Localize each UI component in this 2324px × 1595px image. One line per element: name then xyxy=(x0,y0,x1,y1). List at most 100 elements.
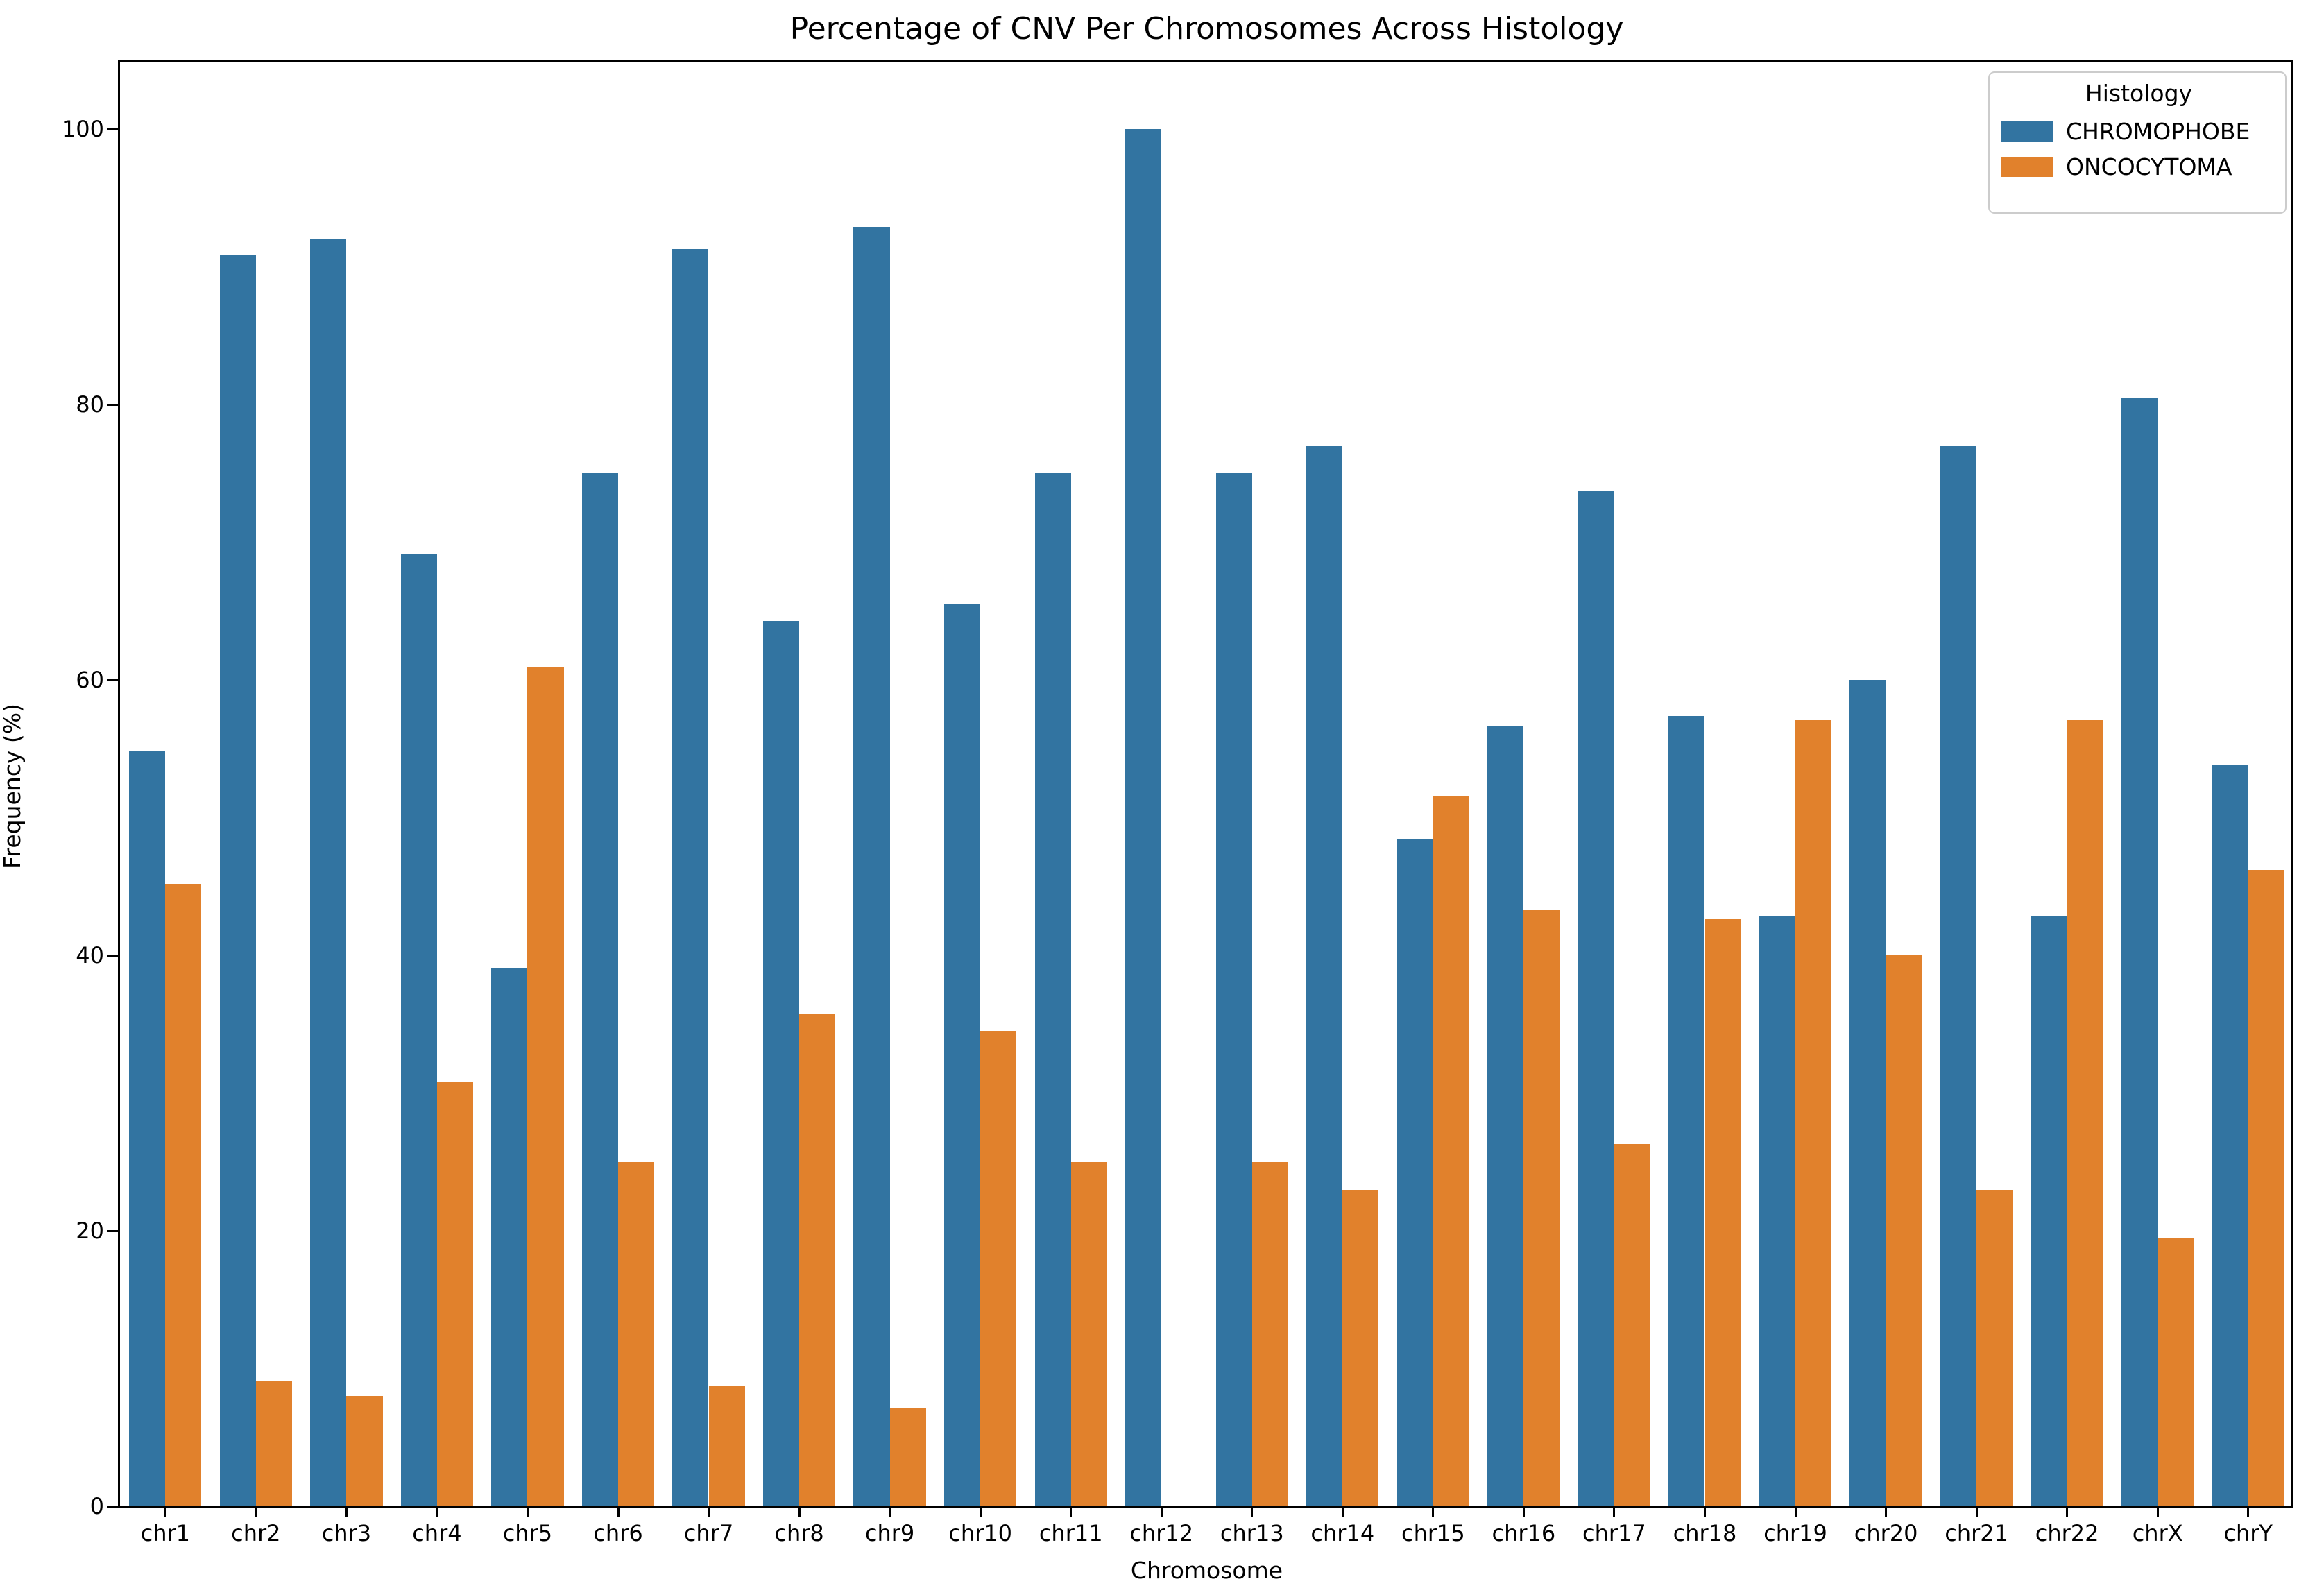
bar-chromophobe-chr8 xyxy=(762,621,799,1506)
bar-chromophobe-chr4 xyxy=(400,554,437,1506)
bar-chromophobe-chr14 xyxy=(1306,446,1343,1506)
left-spine xyxy=(118,60,120,1508)
bar-chromophobe-chr20 xyxy=(1849,680,1886,1506)
y-tick-mark xyxy=(107,679,118,682)
x-tick-mark xyxy=(1794,1506,1797,1517)
x-tick-mark xyxy=(979,1506,982,1517)
bar-oncocytoma-chrX xyxy=(2158,1238,2194,1506)
x-tick-mark xyxy=(1341,1506,1344,1517)
x-tick-label-chr6: chr6 xyxy=(593,1520,643,1546)
x-tick-mark xyxy=(1885,1506,1888,1517)
bar-chromophobe-chr15 xyxy=(1396,839,1433,1506)
x-tick-mark xyxy=(1613,1506,1616,1517)
right-spine xyxy=(2291,60,2293,1508)
bar-chromophobe-chr5 xyxy=(491,968,528,1506)
bar-chromophobe-chr19 xyxy=(1759,916,1795,1506)
x-tick-label-chr14: chr14 xyxy=(1310,1520,1375,1546)
x-tick-mark xyxy=(1975,1506,1978,1517)
bar-oncocytoma-chr22 xyxy=(2067,720,2103,1506)
y-tick-label: 0 xyxy=(89,1493,104,1519)
x-tick-label-chr3: chr3 xyxy=(321,1520,372,1546)
chart-title: Percentage of CNV Per Chromosomes Across… xyxy=(789,11,1624,46)
top-spine xyxy=(118,60,2293,62)
x-tick-mark xyxy=(1160,1506,1163,1517)
x-axis-label: Chromosome xyxy=(1130,1557,1283,1584)
x-tick-mark xyxy=(1432,1506,1435,1517)
bar-oncocytoma-chr18 xyxy=(1704,919,1741,1506)
bottom-spine xyxy=(118,1506,2293,1508)
legend: Histology CHROMOPHOBE ONCOCYTOMA xyxy=(1988,71,2287,214)
bar-chromophobe-chr11 xyxy=(1034,473,1071,1506)
bar-oncocytoma-chr15 xyxy=(1433,796,1470,1506)
x-tick-mark xyxy=(255,1506,257,1517)
legend-title: Histology xyxy=(2085,80,2193,107)
y-tick-mark xyxy=(107,404,118,407)
bar-chromophobe-chr9 xyxy=(853,227,890,1506)
bar-chromophobe-chr1 xyxy=(129,751,166,1506)
x-tick-label-chr2: chr2 xyxy=(231,1520,281,1546)
x-tick-label-chr18: chr18 xyxy=(1673,1520,1737,1546)
legend-swatch-oncocytoma-icon xyxy=(2001,157,2053,177)
bar-chromophobe-chrX xyxy=(2121,398,2158,1506)
y-axis-label: Frequency (%) xyxy=(0,703,26,869)
x-tick-label-chr8: chr8 xyxy=(774,1520,824,1546)
x-tick-mark xyxy=(1704,1506,1706,1517)
bar-oncocytoma-chr17 xyxy=(1614,1144,1651,1506)
legend-row-chromophobe: CHROMOPHOBE xyxy=(2001,118,2278,145)
x-tick-label-chrY: chrY xyxy=(2223,1520,2273,1546)
bar-chromophobe-chr22 xyxy=(2031,916,2067,1506)
x-tick-label-chr10: chr10 xyxy=(948,1520,1012,1546)
bar-chromophobe-chr12 xyxy=(1125,129,1162,1506)
bar-oncocytoma-chr7 xyxy=(708,1386,745,1506)
x-tick-label-chrX: chrX xyxy=(2132,1520,2183,1546)
bar-oncocytoma-chr6 xyxy=(618,1162,655,1506)
x-tick-mark xyxy=(708,1506,710,1517)
bar-chromophobe-chr16 xyxy=(1487,726,1524,1506)
x-tick-mark xyxy=(526,1506,529,1517)
bar-oncocytoma-chr3 xyxy=(346,1396,383,1506)
x-tick-label-chr22: chr22 xyxy=(2035,1520,2099,1546)
x-tick-label-chr13: chr13 xyxy=(1220,1520,1284,1546)
x-tick-label-chr1: chr1 xyxy=(140,1520,190,1546)
legend-label-chromophobe: CHROMOPHOBE xyxy=(2066,118,2250,145)
x-tick-mark xyxy=(2247,1506,2250,1517)
x-tick-label-chr9: chr9 xyxy=(864,1520,915,1546)
x-tick-mark xyxy=(436,1506,438,1517)
bar-oncocytoma-chrY xyxy=(2248,870,2284,1506)
bar-chromophobe-chrY xyxy=(2212,765,2248,1506)
y-tick-mark xyxy=(107,1230,118,1233)
x-tick-label-chr19: chr19 xyxy=(1763,1520,1827,1546)
bar-oncocytoma-chr1 xyxy=(165,884,202,1506)
x-tick-label-chr12: chr12 xyxy=(1129,1520,1194,1546)
bar-oncocytoma-chr2 xyxy=(255,1381,292,1506)
x-tick-label-chr16: chr16 xyxy=(1492,1520,1556,1546)
x-tick-label-chr20: chr20 xyxy=(1854,1520,1918,1546)
bar-oncocytoma-chr4 xyxy=(436,1082,474,1506)
bar-oncocytoma-chr20 xyxy=(1886,955,1922,1506)
bar-oncocytoma-chr21 xyxy=(1976,1190,2013,1506)
x-tick-mark xyxy=(345,1506,348,1517)
bar-oncocytoma-chr10 xyxy=(980,1031,1017,1506)
y-tick-mark xyxy=(107,1506,118,1508)
x-tick-mark xyxy=(617,1506,620,1517)
bar-chromophobe-chr13 xyxy=(1215,473,1252,1506)
x-tick-mark xyxy=(1522,1506,1525,1517)
y-tick-label: 100 xyxy=(61,116,104,143)
x-tick-mark xyxy=(889,1506,891,1517)
x-tick-label-chr7: chr7 xyxy=(683,1520,734,1546)
legend-swatch-chromophobe-icon xyxy=(2001,121,2053,142)
x-tick-mark xyxy=(2156,1506,2159,1517)
bar-oncocytoma-chr19 xyxy=(1795,720,1832,1506)
bar-chromophobe-chr3 xyxy=(310,239,347,1506)
bar-oncocytoma-chr8 xyxy=(799,1014,836,1506)
bar-chromophobe-chr6 xyxy=(581,473,618,1506)
x-tick-mark xyxy=(1070,1506,1073,1517)
bar-chromophobe-chr21 xyxy=(1940,446,1977,1506)
x-tick-label-chr4: chr4 xyxy=(412,1520,462,1546)
x-tick-mark xyxy=(1251,1506,1254,1517)
x-tick-mark xyxy=(164,1506,166,1517)
bar-oncocytoma-chr13 xyxy=(1251,1162,1288,1506)
x-tick-label-chr17: chr17 xyxy=(1582,1520,1646,1546)
y-tick-label: 60 xyxy=(76,667,104,694)
